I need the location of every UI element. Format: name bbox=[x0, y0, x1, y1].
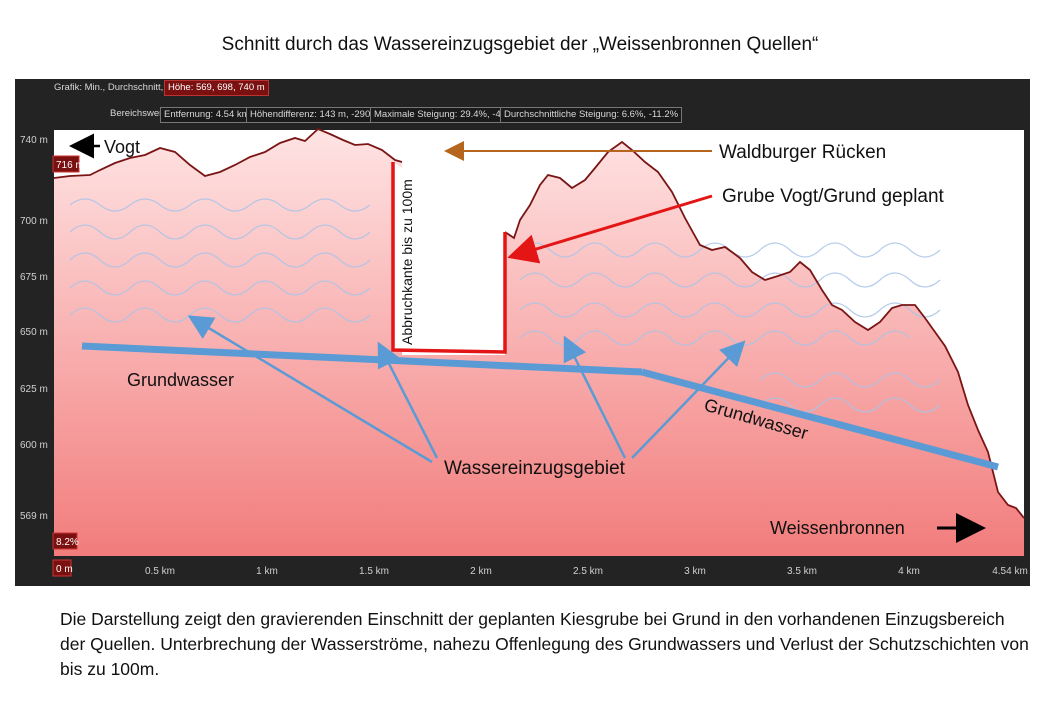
terrain-fill bbox=[54, 129, 1024, 556]
distance-badge: 0 m bbox=[56, 564, 73, 575]
y-tick-740: 740 m bbox=[20, 135, 48, 146]
waldburger-label: Waldburger Rücken bbox=[719, 142, 886, 163]
page-title: Schnitt durch das Wassereinzugsgebiet de… bbox=[221, 34, 819, 55]
header-bereichswerte: Bereichswerte: bbox=[110, 108, 173, 119]
elevation-badge: 716 m bbox=[56, 160, 84, 171]
x-tick-3-5: 3.5 km bbox=[787, 566, 817, 577]
slope-badge: 8.2% bbox=[56, 537, 79, 548]
header-avg-steigung: Durchschnittliche Steigung: 6.6%, -11.2% bbox=[500, 107, 683, 123]
header-hoehe: Höhe: 569, 698, 740 m bbox=[164, 80, 269, 96]
x-tick-3: 3 km bbox=[684, 566, 706, 577]
water-flow-lines bbox=[69, 198, 941, 413]
x-tick-4-54: 4.54 km bbox=[992, 566, 1028, 577]
grube-arrow bbox=[507, 194, 713, 264]
grundwasser-label-left: Grundwasser bbox=[127, 370, 234, 390]
vogt-label: Vogt bbox=[104, 137, 140, 157]
terrain-line bbox=[53, 127, 1025, 519]
grube-label: Grube Vogt/Grund geplant bbox=[722, 186, 945, 207]
x-tick-2-5: 2.5 km bbox=[573, 566, 603, 577]
abbruchkante-label: Abbruchkante bis zu 100m bbox=[399, 179, 415, 345]
header-hoehendifferenz: Höhendifferenz: 143 m, -290 m bbox=[246, 107, 385, 123]
y-tick-569: 569 m bbox=[20, 511, 48, 522]
y-tick-625: 625 m bbox=[20, 384, 48, 395]
groundwater-line-left bbox=[81, 342, 643, 376]
x-tick-2: 2 km bbox=[470, 566, 492, 577]
x-tick-0-5: 0.5 km bbox=[145, 566, 175, 577]
y-tick-650: 650 m bbox=[20, 327, 48, 338]
y-tick-700: 700 m bbox=[20, 216, 48, 227]
header-entfernung: Entfernung: 4.54 km bbox=[160, 107, 254, 123]
einzugsgebiet-label: Wassereinzugsgebiet bbox=[444, 458, 626, 479]
y-tick-600: 600 m bbox=[20, 440, 48, 451]
caption-text: Die Darstellung zeigt den gravierenden E… bbox=[60, 609, 1029, 679]
weissenbronnen-label: Weissenbronnen bbox=[770, 518, 905, 538]
header-grafik: Grafik: Min., Durchschnitt, Max. bbox=[54, 82, 187, 93]
planned-pit-outline bbox=[391, 162, 507, 354]
y-tick-675: 675 m bbox=[20, 272, 48, 283]
x-tick-1-5: 1.5 km bbox=[359, 566, 389, 577]
einzugsgebiet-arrows bbox=[187, 315, 746, 464]
x-tick-4: 4 km bbox=[898, 566, 920, 577]
x-tick-1: 1 km bbox=[256, 566, 278, 577]
